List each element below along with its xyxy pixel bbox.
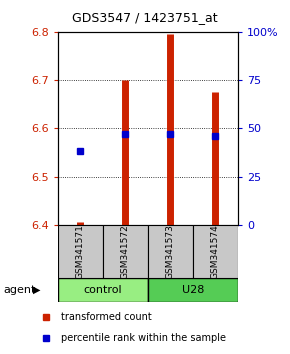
Text: GSM341573: GSM341573	[166, 224, 175, 279]
Text: GSM341574: GSM341574	[211, 224, 220, 279]
Text: U28: U28	[182, 285, 204, 295]
Bar	[58, 225, 103, 278]
Bar	[193, 225, 238, 278]
Text: control: control	[84, 285, 122, 295]
Bar	[103, 225, 148, 278]
Bar	[148, 225, 193, 278]
Text: transformed count: transformed count	[61, 312, 152, 322]
Text: ▶: ▶	[32, 285, 40, 295]
Bar	[148, 278, 238, 302]
Text: percentile rank within the sample: percentile rank within the sample	[61, 332, 226, 343]
Text: GDS3547 / 1423751_at: GDS3547 / 1423751_at	[72, 11, 218, 24]
Text: GSM341571: GSM341571	[76, 224, 85, 279]
Text: agent: agent	[3, 285, 35, 295]
Text: GSM341572: GSM341572	[121, 224, 130, 279]
Bar	[58, 278, 148, 302]
